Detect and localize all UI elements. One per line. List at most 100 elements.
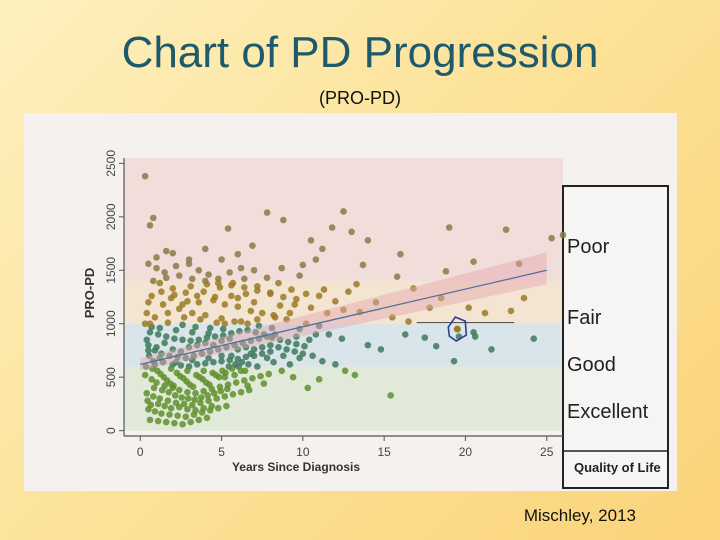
legend-item-good: Good (567, 354, 616, 376)
data-point (161, 402, 168, 410)
data-point (289, 373, 297, 381)
data-point (154, 417, 162, 425)
data-point (171, 291, 178, 299)
data-point (255, 322, 263, 330)
x-tick-label: 5 (218, 445, 225, 459)
data-point (187, 337, 194, 345)
data-point (162, 333, 170, 340)
data-point (283, 346, 290, 353)
slide-subtitle: (PRO-PD) (319, 88, 401, 108)
data-point (345, 288, 352, 295)
data-point (213, 319, 220, 326)
data-point (159, 301, 167, 308)
data-point (169, 249, 177, 257)
data-point (177, 348, 185, 355)
data-point (340, 306, 347, 314)
data-point (145, 299, 152, 306)
data-point (401, 331, 409, 338)
data-point (219, 332, 227, 339)
data-point (332, 297, 339, 305)
data-point (258, 309, 266, 317)
data-point (470, 258, 477, 266)
data-point (218, 256, 225, 263)
data-point (465, 304, 472, 311)
data-point (188, 328, 196, 336)
data-point (244, 320, 251, 328)
data-point (254, 316, 261, 323)
data-point (405, 318, 412, 325)
data-point (263, 274, 271, 282)
axes: 0 5 10 15 20 25 0 500 1000 1500 2000 2500 (104, 150, 563, 459)
band-poor (124, 158, 563, 281)
data-point (237, 318, 245, 325)
y-tick-label: 1000 (104, 310, 118, 337)
data-point (195, 416, 203, 424)
data-point (315, 292, 323, 300)
data-point (242, 290, 250, 298)
data-point (267, 341, 274, 349)
data-point (215, 279, 222, 287)
data-point (174, 412, 181, 419)
data-point (559, 231, 567, 239)
data-point (258, 350, 266, 357)
data-point (530, 335, 538, 342)
data-point (432, 342, 440, 350)
data-point (215, 346, 222, 353)
data-point (353, 280, 360, 288)
data-point (177, 362, 185, 369)
data-point (164, 397, 172, 405)
data-point (245, 361, 252, 368)
data-point (205, 354, 212, 362)
data-point (309, 352, 316, 360)
data-point (260, 380, 268, 387)
data-point (195, 299, 203, 306)
data-point (179, 301, 186, 308)
data-point (270, 358, 277, 366)
data-point (341, 367, 349, 375)
data-point (232, 379, 240, 386)
data-point (359, 261, 367, 269)
data-point (520, 294, 528, 302)
data-point (182, 413, 190, 421)
data-point (249, 242, 256, 249)
data-point (218, 352, 225, 360)
data-point (145, 347, 152, 354)
data-point (188, 356, 196, 364)
data-point (151, 314, 159, 321)
data-point (218, 357, 225, 365)
data-point (296, 272, 303, 279)
y-tick-label: 2000 (104, 203, 118, 230)
data-point (172, 326, 180, 334)
data-point (226, 335, 233, 342)
data-point (323, 309, 331, 317)
data-point (172, 262, 180, 270)
data-point (488, 346, 495, 353)
data-point (254, 287, 261, 294)
data-point (217, 387, 225, 395)
data-point (175, 386, 183, 394)
data-point (332, 361, 339, 368)
data-point (293, 295, 300, 303)
y-tick-label: 1500 (104, 257, 118, 284)
data-point (213, 395, 220, 402)
data-point (437, 294, 445, 302)
data-point (180, 314, 188, 321)
legend-title: Quality of Life (574, 460, 661, 475)
data-point (319, 357, 326, 365)
data-point (153, 379, 160, 386)
pro-pd-scatter-chart: Poor Fair Good Excellent Quality of Life… (82, 150, 669, 489)
data-point (146, 328, 154, 336)
data-point (388, 314, 396, 321)
data-point (231, 371, 238, 379)
data-point (178, 394, 186, 401)
data-point (224, 225, 232, 232)
data-point (221, 393, 229, 400)
data-point (143, 309, 151, 317)
data-point (197, 399, 204, 407)
data-point (146, 416, 154, 424)
data-point (187, 283, 194, 290)
data-point (234, 346, 242, 353)
data-point (161, 339, 168, 347)
data-point (377, 346, 385, 353)
data-point (445, 224, 453, 231)
